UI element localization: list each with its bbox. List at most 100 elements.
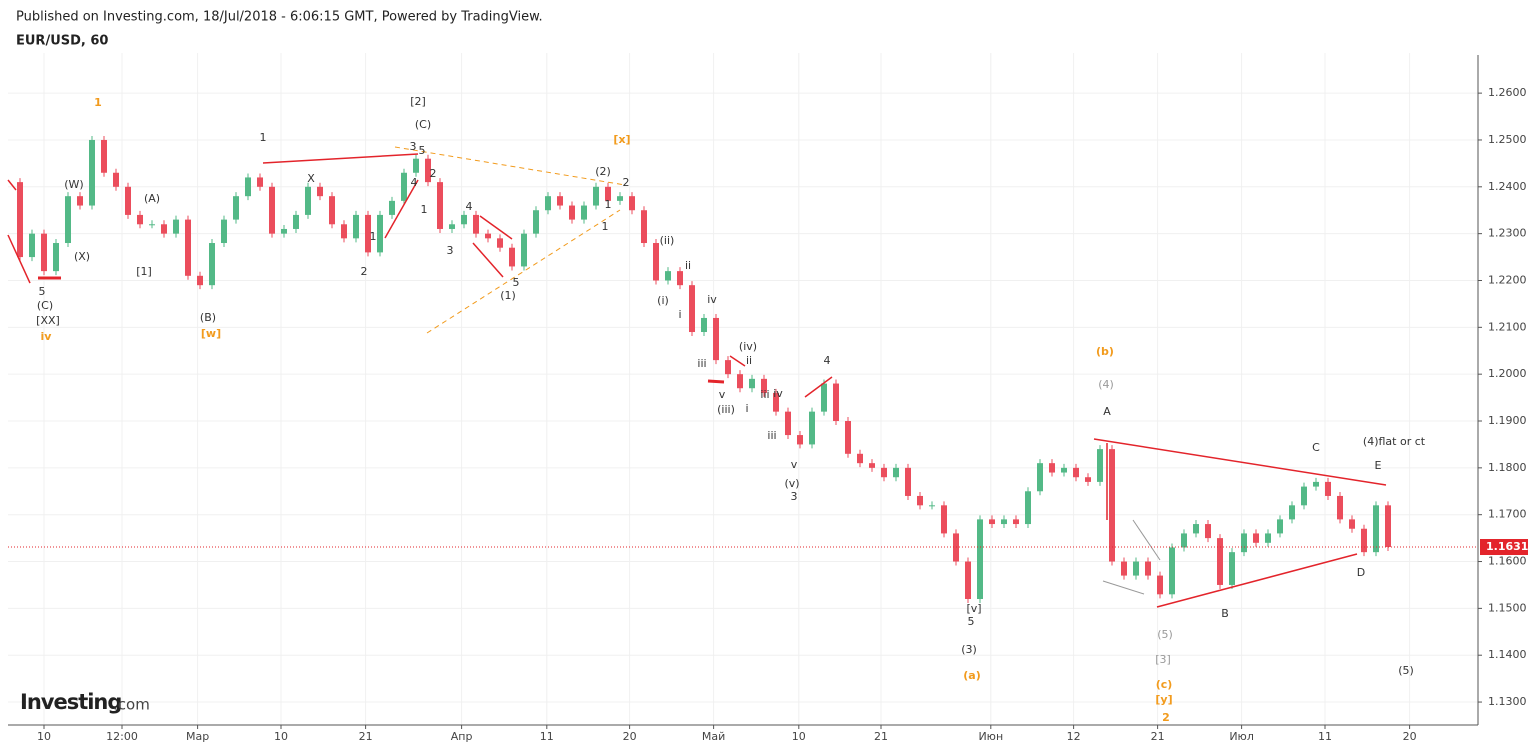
candle (737, 374, 743, 389)
candle (653, 243, 659, 281)
candle (281, 228, 287, 234)
candle (545, 196, 551, 211)
y-tick-label: 1.2500 (1488, 133, 1527, 146)
wave-label: i (678, 308, 681, 321)
grid (8, 53, 1478, 725)
y-tick-label: 1.2300 (1488, 227, 1527, 240)
wave-label: iii (767, 429, 776, 442)
candle (173, 219, 179, 234)
x-tick-label: 21 (874, 730, 888, 743)
trend-line (7, 179, 17, 191)
wave-label: 4 (411, 176, 418, 189)
wave-label: ii (746, 354, 752, 367)
wave-label: (5) (1157, 628, 1173, 641)
trend-line (1093, 438, 1387, 486)
candle (53, 243, 59, 272)
candle (1097, 449, 1103, 482)
candle (1325, 481, 1331, 496)
candle (749, 378, 755, 389)
wave-label: X (307, 172, 315, 185)
candle (713, 317, 719, 361)
candle (341, 224, 347, 239)
candle (593, 186, 599, 206)
trend-line (804, 376, 833, 398)
candle (461, 214, 467, 225)
candle (557, 196, 563, 206)
wave-label: (C) (37, 299, 53, 312)
wave-label: 4 (824, 354, 831, 367)
candle (833, 383, 839, 422)
candle (65, 196, 71, 244)
wave-label: (4)flat or ct (1363, 435, 1426, 448)
wave-label: [XX] (36, 314, 60, 327)
wave-label: [y] (1155, 693, 1172, 706)
wave-label: [1] (136, 265, 152, 278)
wave-label: (ii) (660, 234, 675, 247)
candle (1205, 524, 1211, 539)
candle (269, 186, 275, 234)
candle (1133, 561, 1139, 576)
candle (761, 378, 767, 393)
candle (533, 210, 539, 234)
y-tick-label: 1.1400 (1488, 648, 1527, 661)
wave-label: (C) (415, 118, 431, 131)
wave-label: [3] (1155, 653, 1171, 666)
x-tick-label: 10 (792, 730, 806, 743)
candle (305, 186, 311, 215)
candle (1193, 524, 1199, 534)
published-note: Published on Investing.com, 18/Jul/2018 … (16, 10, 543, 25)
candle (125, 186, 131, 215)
candle (797, 435, 803, 445)
wave-label: 2 (430, 167, 437, 180)
candle (1301, 486, 1307, 506)
wave-label: 3 (410, 140, 417, 153)
candle (857, 453, 863, 464)
wave-label: [w] (201, 327, 221, 340)
chart-title: EUR/USD, 60 (16, 34, 108, 49)
y-tick-label: 1.1700 (1488, 508, 1527, 521)
candle (509, 247, 515, 267)
candle (881, 467, 887, 478)
y-tick-label: 1.1300 (1488, 695, 1527, 708)
wave-label: 3 (791, 490, 798, 503)
candle (893, 467, 899, 478)
candle (1145, 561, 1151, 576)
wave-label: 5 (513, 276, 520, 289)
level-mark (707, 379, 725, 384)
wave-label: [2] (410, 95, 426, 108)
x-tick-label: 12 (1067, 730, 1081, 743)
wave-label: (v) (784, 477, 799, 490)
candle (905, 467, 911, 496)
wave-label: 1 (94, 96, 102, 109)
x-tick-label: 21 (1151, 730, 1165, 743)
wave-label: 2 (361, 265, 368, 278)
x-tick-label: 11 (1318, 730, 1332, 743)
wave-label: (2) (595, 165, 611, 178)
wave-label: iv (773, 387, 783, 400)
wave-label: E (1375, 459, 1382, 472)
candle (1313, 481, 1319, 487)
wave-label: (a) (963, 669, 980, 682)
candle (821, 383, 827, 412)
candle (329, 196, 335, 225)
x-tick-label: 20 (1403, 730, 1417, 743)
wave-label: 5 (968, 615, 975, 628)
wave-label: (B) (200, 311, 216, 324)
wave-label: 3 (447, 244, 454, 257)
y-tick-label: 1.1600 (1488, 555, 1527, 568)
candle (1121, 561, 1127, 576)
candle (77, 196, 83, 206)
candle (437, 182, 443, 229)
wave-label: ii (685, 259, 691, 272)
candle (1229, 552, 1235, 585)
trend-line (479, 215, 513, 240)
candle (1073, 467, 1079, 478)
candle (917, 495, 923, 506)
candle (1037, 463, 1043, 492)
candle (161, 224, 167, 234)
candle (89, 139, 95, 206)
wave-label: B (1221, 607, 1229, 620)
y-tick-label: 1.2200 (1488, 273, 1527, 286)
candle (413, 158, 419, 173)
wave-label: (iv) (739, 340, 757, 353)
